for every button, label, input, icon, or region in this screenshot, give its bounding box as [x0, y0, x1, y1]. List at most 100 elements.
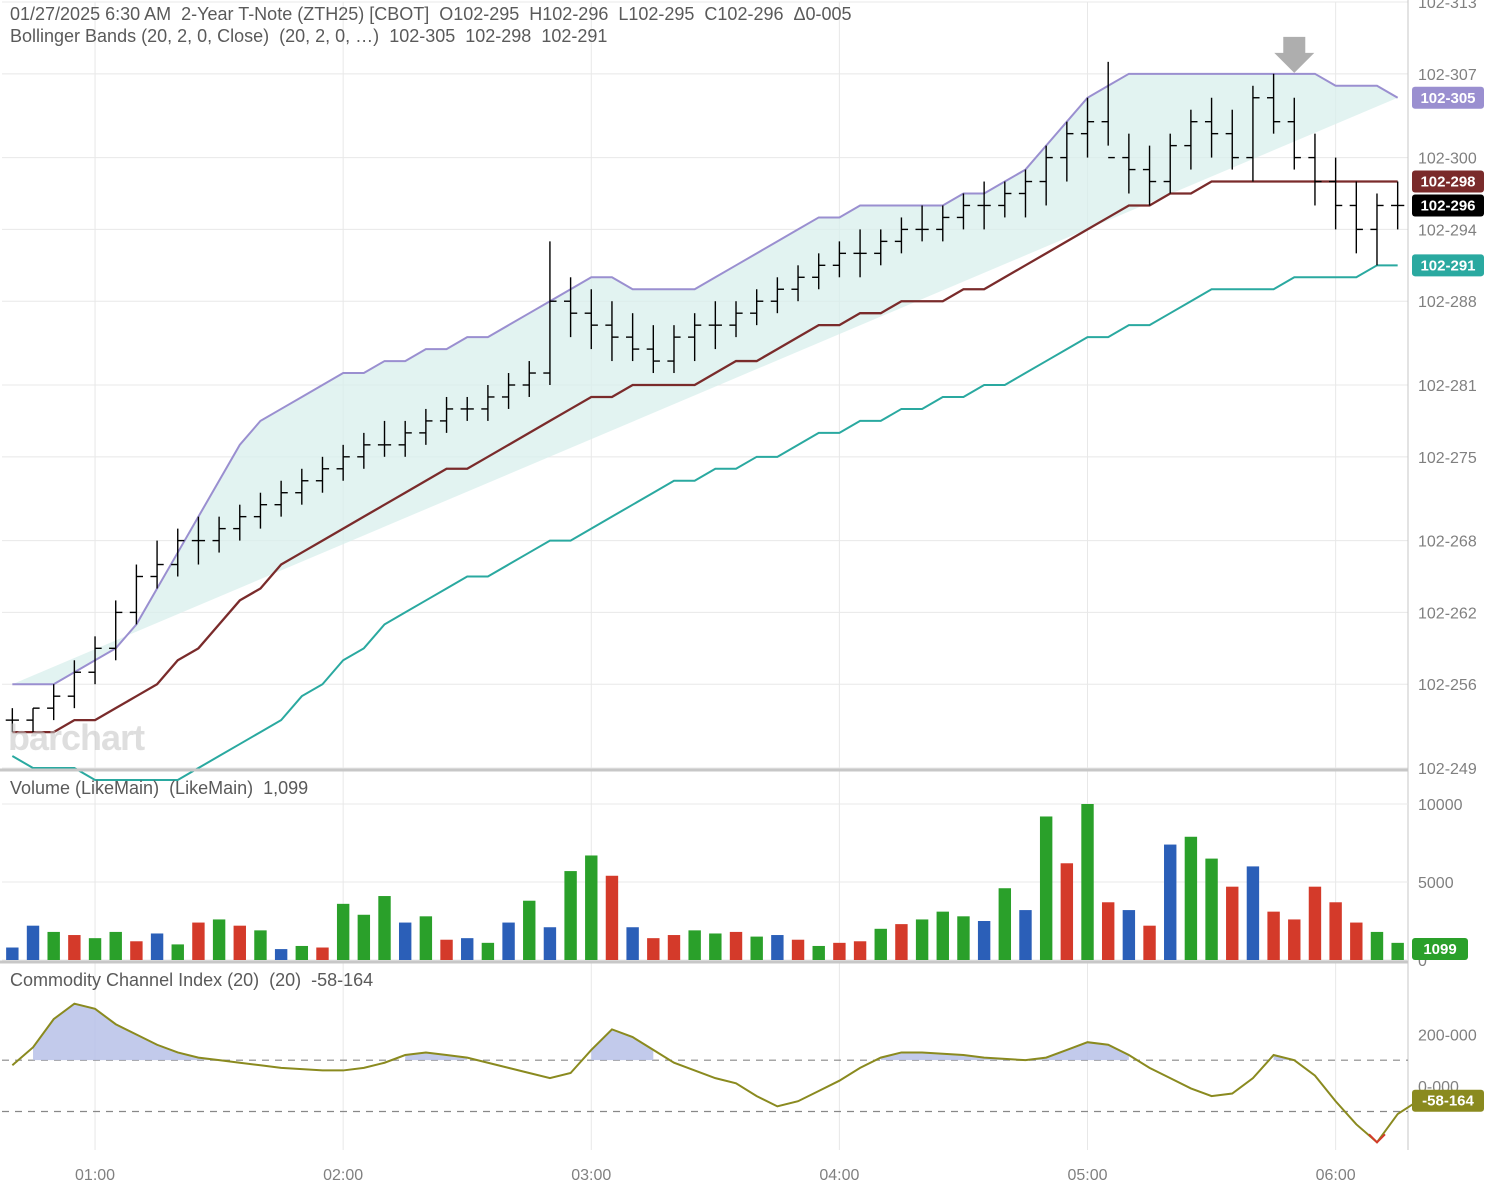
- volume-bar: [771, 935, 783, 960]
- volume-bar: [999, 888, 1011, 960]
- header-field: 102-298: [465, 26, 531, 46]
- volume-bar: [1267, 912, 1279, 960]
- volume-bar: [1081, 804, 1093, 960]
- header-field: Δ0-005: [793, 4, 851, 24]
- price-ytick: 102-307: [1418, 67, 1477, 84]
- volume-bar: [523, 901, 535, 960]
- volume-bar: [461, 938, 473, 960]
- volume-tag: 1099: [1423, 941, 1456, 958]
- price-ytick: 102-249: [1418, 761, 1477, 778]
- volume-bar: [957, 916, 969, 960]
- price-ytick: 102-268: [1418, 534, 1477, 551]
- volume-bar: [544, 927, 556, 960]
- volume-bar: [378, 896, 390, 960]
- volume-bar: [606, 876, 618, 960]
- header-field: 102-305: [389, 26, 455, 46]
- cci-tag: -58-164: [1422, 1093, 1474, 1110]
- volume-bar: [1309, 887, 1321, 960]
- volume-bar: [626, 927, 638, 960]
- price-ytick: 102-281: [1418, 378, 1477, 395]
- volume-bar: [688, 930, 700, 960]
- xaxis-label: 02:00: [323, 1167, 363, 1184]
- volume-bar: [89, 938, 101, 960]
- volume-bar: [978, 921, 990, 960]
- volume-bar: [564, 871, 576, 960]
- header-field: L102-295: [618, 4, 694, 24]
- svg-text:102-291: 102-291: [1420, 257, 1475, 274]
- volume-bar: [792, 940, 804, 960]
- volume-bar: [1226, 887, 1238, 960]
- chart-root: 102-313 102-307 102-300 102-294 102-288 102-2…: [0, 0, 1486, 1191]
- header-field: (20, 2, 0, …): [279, 26, 379, 46]
- price-ytick: 102-262: [1418, 605, 1477, 622]
- volume-bar: [502, 923, 514, 960]
- xaxis-label: 06:00: [1316, 1167, 1356, 1184]
- volume-bar: [1247, 866, 1259, 960]
- volume-bar: [234, 926, 246, 960]
- volume-title: (LikeMain): [169, 778, 253, 798]
- volume-bar: [1102, 902, 1114, 960]
- volume-bar: [1019, 910, 1031, 960]
- volume-bar: [151, 933, 163, 960]
- cci-title: (20): [269, 970, 301, 990]
- volume-bar: [1288, 919, 1300, 960]
- volume-bar: [1329, 902, 1341, 960]
- price-ytick: 102-294: [1418, 222, 1477, 239]
- price-ytick: 102-300: [1418, 151, 1477, 168]
- svg-text:102-305: 102-305: [1420, 90, 1475, 107]
- volume-bar: [192, 923, 204, 960]
- volume-bar: [1164, 845, 1176, 960]
- header-field: 102-291: [541, 26, 607, 46]
- header-field: O102-295: [439, 4, 519, 24]
- volume-bar: [1371, 932, 1383, 960]
- volume-bar: [316, 948, 328, 960]
- volume-bar: [47, 932, 59, 960]
- header-field: 2-Year T-Note (ZTH25) [CBOT]: [181, 4, 429, 24]
- volume-title: Volume (LikeMain): [10, 778, 159, 798]
- cci-ytick: 200-000: [1418, 1028, 1477, 1045]
- svg-text:102-298: 102-298: [1420, 174, 1475, 191]
- volume-bar: [813, 946, 825, 960]
- volume-bar: [399, 923, 411, 960]
- volume-bar: [1123, 910, 1135, 960]
- watermark: barchart: [8, 717, 145, 758]
- price-ytick: 102-275: [1418, 450, 1477, 467]
- xaxis-label: 01:00: [75, 1167, 115, 1184]
- volume-bar: [130, 941, 142, 960]
- cci-title: Commodity Channel Index (20): [10, 970, 259, 990]
- cci-title: -58-164: [311, 970, 373, 990]
- price-ytick: 102-313: [1418, 0, 1477, 12]
- volume-bar: [6, 948, 18, 960]
- volume-bar: [875, 929, 887, 960]
- volume-bar: [937, 912, 949, 960]
- volume-bar: [647, 938, 659, 960]
- price-ytick: 102-256: [1418, 677, 1477, 694]
- header-field: C102-296: [704, 4, 783, 24]
- volume-bar: [585, 855, 597, 960]
- header-field: Bollinger Bands (20, 2, 0, Close): [10, 26, 269, 46]
- volume-bar: [172, 944, 184, 960]
- volume-bar: [1391, 943, 1403, 960]
- volume-bar: [1061, 863, 1073, 960]
- volume-bar: [440, 940, 452, 960]
- volume-bar: [337, 904, 349, 960]
- volume-bar: [27, 926, 39, 960]
- volume-bar: [296, 946, 308, 960]
- volume-bar: [668, 935, 680, 960]
- vol-ytick: 10000: [1418, 797, 1463, 814]
- header-field: H102-296: [529, 4, 608, 24]
- volume-bar: [1205, 859, 1217, 960]
- volume-bar: [750, 937, 762, 960]
- chart-svg[interactable]: 102-313 102-307 102-300 102-294 102-288 102-2…: [0, 0, 1486, 1191]
- volume-bar: [420, 916, 432, 960]
- xaxis-label: 05:00: [1067, 1167, 1107, 1184]
- volume-bar: [358, 915, 370, 960]
- volume-bar: [854, 941, 866, 960]
- volume-bar: [916, 919, 928, 960]
- volume-bar: [1185, 837, 1197, 960]
- svg-text:102-296: 102-296: [1420, 197, 1475, 214]
- volume-bar: [1350, 923, 1362, 960]
- volume-bar: [709, 933, 721, 960]
- price-ytick: 102-288: [1418, 294, 1477, 311]
- header-field: 01/27/2025 6:30 AM: [10, 4, 171, 24]
